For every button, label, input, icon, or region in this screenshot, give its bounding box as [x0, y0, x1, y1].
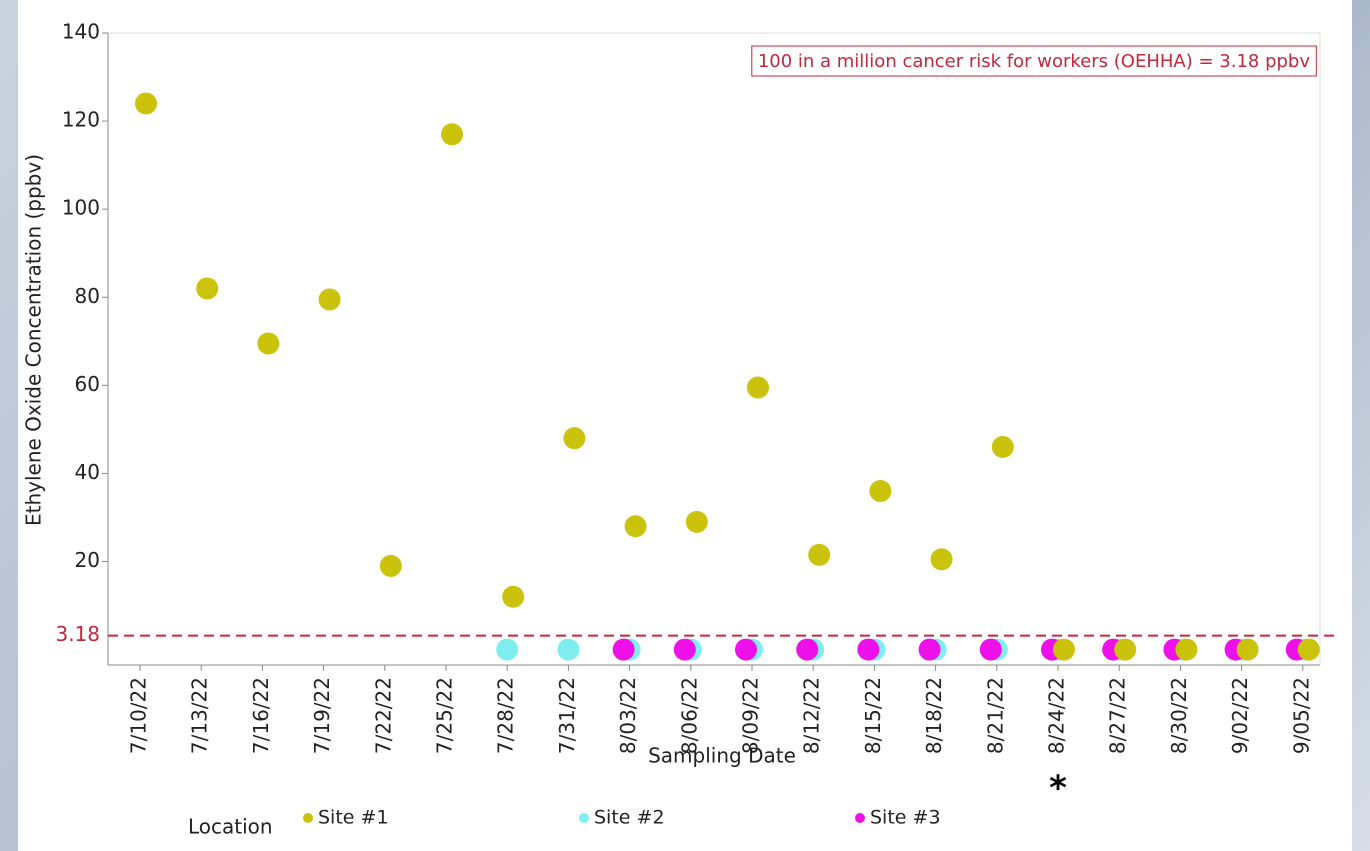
x-tick-label: 8/18/22: [922, 677, 946, 754]
x-tick-label: 8/21/22: [983, 677, 1007, 754]
data-point: [869, 480, 892, 503]
legend-label: Site #1: [318, 807, 389, 829]
data-point: [318, 288, 341, 311]
data-point: [563, 427, 586, 450]
data-point: [557, 638, 580, 661]
x-axis-title: Sampling Date: [648, 744, 796, 768]
y-tick-label: 60: [75, 372, 100, 396]
data-point: [673, 638, 696, 661]
x-tick-label: 8/27/22: [1106, 677, 1130, 754]
annotation: *: [1049, 769, 1067, 809]
data-point: [979, 638, 1002, 661]
data-point: [624, 515, 647, 538]
data-point: [918, 638, 941, 661]
data-point: [502, 585, 525, 608]
legend-marker: [303, 813, 313, 823]
x-tick-label: 7/13/22: [188, 677, 212, 754]
legend-label: Site #2: [594, 807, 665, 829]
x-tick-label: 7/19/22: [310, 677, 334, 754]
y-tick-label: 100: [62, 196, 100, 220]
data-point: [1297, 638, 1320, 661]
data-point: [991, 435, 1014, 458]
data-point: [685, 510, 708, 533]
data-point: [1175, 638, 1198, 661]
reference-label: 3.18: [55, 622, 100, 646]
legend-marker: [855, 813, 865, 823]
y-tick-label: 140: [62, 20, 100, 44]
x-tick-label: 9/05/22: [1289, 677, 1313, 754]
data-point: [930, 548, 953, 571]
plot-frame: [107, 32, 1321, 666]
x-tick-label: 7/31/22: [555, 677, 579, 754]
data-point: [496, 638, 519, 661]
x-tick-label: 8/12/22: [800, 677, 824, 754]
x-tick-label: 8/09/22: [739, 677, 763, 754]
x-tick-label: 7/22/22: [371, 677, 395, 754]
chart-panel: [18, 0, 1352, 851]
data-point: [379, 554, 402, 577]
annotation-box: [751, 45, 1317, 77]
y-tick-label: 120: [62, 108, 100, 132]
data-point: [257, 332, 280, 355]
annotation-text: 100 in a million cancer risk for workers…: [758, 51, 1311, 72]
data-point: [857, 638, 880, 661]
y-tick-label: 20: [75, 548, 100, 572]
data-point: [441, 123, 463, 146]
data-point: [1053, 638, 1075, 661]
legend-title: Location: [188, 815, 273, 839]
y-tick-label: 40: [75, 460, 100, 484]
x-tick-label: 7/10/22: [127, 677, 151, 754]
x-tick-label: 9/02/22: [1228, 677, 1252, 754]
y-axis-title: Ethylene Oxide Concentration (ppbv): [22, 154, 46, 526]
data-point: [796, 638, 819, 661]
legend-label: Site #3: [870, 807, 941, 829]
data-point: [1236, 638, 1259, 661]
x-tick-label: 8/30/22: [1167, 677, 1191, 754]
x-tick-label: 8/15/22: [861, 677, 885, 754]
x-tick-label: 8/24/22: [1045, 677, 1069, 754]
x-tick-label: 7/16/22: [249, 677, 273, 754]
data-point: [747, 376, 769, 399]
data-point: [808, 543, 831, 566]
x-tick-label: 8/06/22: [677, 677, 701, 754]
data-point: [612, 638, 635, 661]
x-tick-label: 7/25/22: [433, 677, 457, 754]
x-tick-label: 7/28/22: [494, 677, 518, 754]
legend-marker: [579, 813, 589, 823]
data-point: [1114, 638, 1137, 661]
data-point: [196, 277, 219, 300]
x-tick-label: 8/03/22: [616, 677, 640, 754]
data-point: [735, 638, 757, 661]
y-tick-label: 80: [75, 284, 100, 308]
data-point: [135, 92, 157, 115]
